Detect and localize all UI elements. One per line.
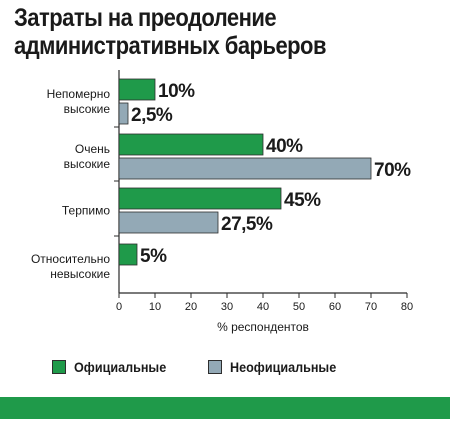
category-label: высокие [64,102,111,116]
legend-label-official: Официальные [74,359,167,375]
x-tick-label: 80 [401,301,413,313]
x-tick-label: 0 [116,301,122,313]
value-label-unofficial: 70% [374,160,411,181]
bar-official [118,187,282,210]
x-tick-label: 10 [149,301,161,313]
value-label-official: 5% [140,246,167,267]
legend-item-official: Официальные [52,359,176,375]
chart-title-line-1: Затраты на преодоление [14,4,277,32]
bar-chart: 0 10 20 30 40 50 60 70 80 % респондентов 10% 2,5% Не… [31,70,413,334]
x-tick-label: 60 [329,301,341,313]
bar-official [118,78,156,101]
legend-item-unofficial: Неофициальные [208,359,348,375]
value-label-official: 40% [266,136,303,157]
value-label-official: 45% [284,190,321,211]
category-label: Непомерно [47,87,111,101]
category-label: Терпимо [62,204,110,218]
x-tick-label: 70 [365,301,377,313]
category-label: невысокие [50,267,110,281]
bar-unofficial [118,102,129,125]
chart-title: Затраты на преодоление административных … [14,4,392,60]
value-label-unofficial: 27,5% [221,214,273,235]
x-axis-title: % респондентов [217,320,309,334]
category-label: высокие [64,157,111,171]
x-tick-label: 40 [257,301,269,313]
legend-swatch-unofficial [208,360,222,374]
bar-unofficial [118,157,372,180]
chart-title-line-2: административных барьеров [14,32,327,60]
x-tick-label: 30 [221,301,233,313]
bottom-color-band [0,397,450,419]
bar-official [118,243,138,266]
value-label-official: 10% [158,81,195,102]
bar-unofficial [118,211,219,234]
category-label: Очень [75,142,110,156]
legend-label-unofficial: Неофициальные [230,359,337,375]
x-tick-label: 50 [293,301,305,313]
bar-official [118,133,264,156]
category-label: Относительно [31,252,110,266]
x-tick-label: 20 [185,301,197,313]
legend-swatch-official [52,360,66,374]
value-label-unofficial: 2,5% [131,105,173,126]
